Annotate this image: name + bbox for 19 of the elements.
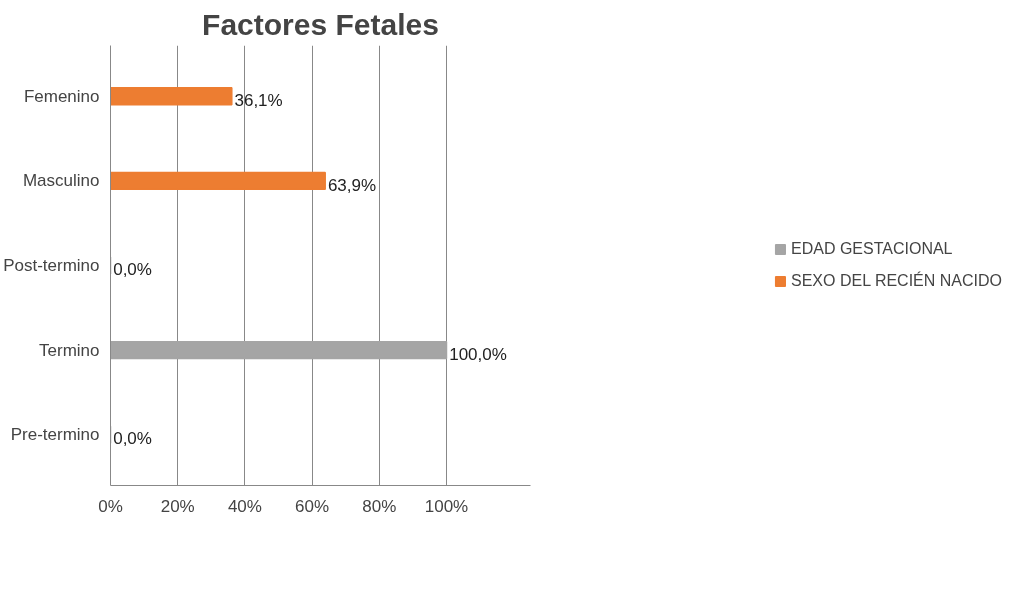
y-tick-label: Termino <box>39 340 100 360</box>
legend-label: EDAD GESTACIONAL <box>790 240 953 258</box>
chart-title: Factores Fetales <box>202 7 439 41</box>
x-tick-label: 100% <box>424 496 469 516</box>
data-label: 0,0% <box>113 260 152 280</box>
data-label: 36,1% <box>234 91 283 110</box>
y-tick-label: Pre-termino <box>10 425 100 445</box>
x-tick-label: 0% <box>98 496 123 516</box>
y-tick-label: Femenino <box>23 86 100 106</box>
x-tick-label: 20% <box>160 496 195 516</box>
legend-label: SEXO DEL RECIÉN NACIDO <box>790 272 1003 290</box>
y-tick-label: Masculino <box>22 171 100 191</box>
y-tick-label: Post-termino <box>3 256 100 275</box>
x-tick-label: 80% <box>362 496 397 516</box>
data-label: 63,9% <box>327 175 377 195</box>
x-tick-label: 40% <box>227 496 262 516</box>
data-label: 0,0% <box>113 429 152 449</box>
x-tick-label: 60% <box>295 496 330 516</box>
data-label: 100,0% <box>449 344 507 364</box>
